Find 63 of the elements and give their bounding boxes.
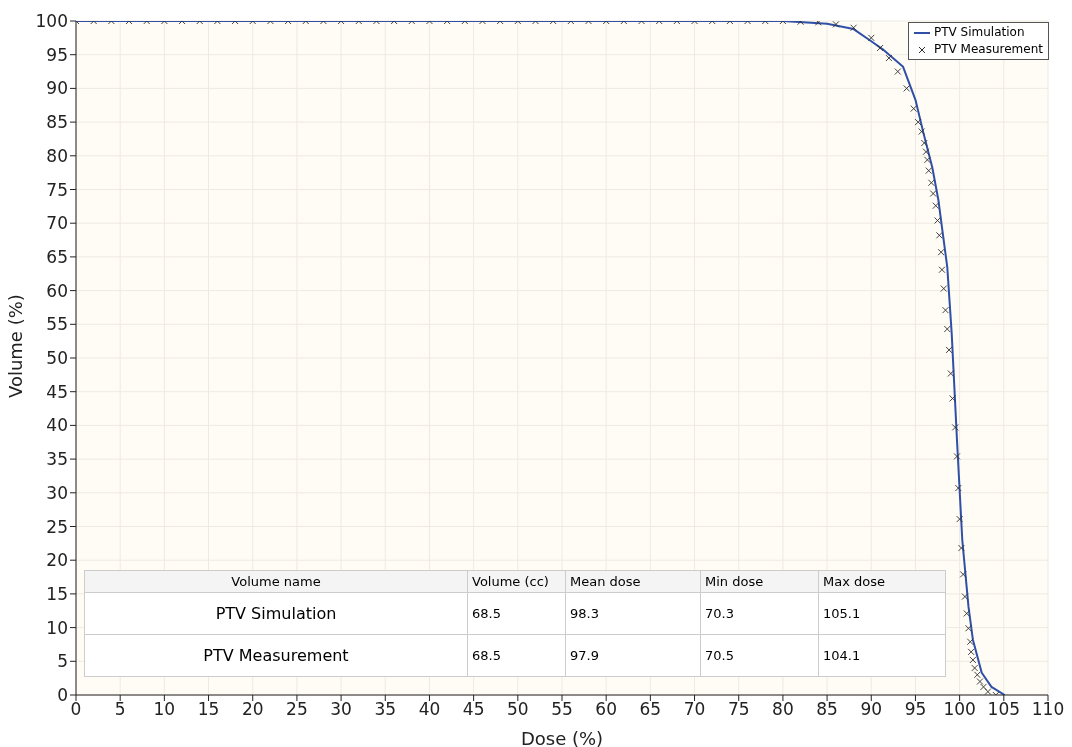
legend-label: PTV Measurement — [934, 41, 1043, 58]
y-tick-label: 50 — [46, 348, 68, 369]
x-tick-label: 0 — [70, 699, 82, 720]
x-tick-label: 55 — [551, 699, 573, 720]
y-tick-label: 100 — [35, 11, 68, 32]
x-axis-title: Dose (%) — [520, 728, 604, 747]
annotation: 68.5 — [467, 634, 566, 677]
annotation: Max dose — [818, 570, 946, 593]
y-tick-label: 40 — [46, 415, 68, 436]
y-tick-label: 35 — [46, 449, 68, 470]
x-tick-label: 45 — [462, 699, 485, 720]
y-axis-title: Volume (%) — [5, 294, 27, 398]
annotation: 70.3 — [700, 592, 819, 635]
y-tick-label: 90 — [46, 78, 68, 99]
x-tick-label: 20 — [241, 699, 264, 720]
y-tick-label: 10 — [46, 617, 68, 638]
x-tick-label: 65 — [639, 699, 662, 720]
annotation: Mean dose — [565, 570, 701, 593]
annotation: 98.3 — [565, 592, 701, 635]
annotation: Min dose — [700, 570, 819, 593]
annotation: PTV Simulation — [214, 603, 338, 625]
y-tick-label: 5 — [57, 651, 68, 672]
x-tick-label: 25 — [286, 699, 308, 720]
x-tick-label: 70 — [683, 699, 706, 720]
x-tick-label: 35 — [374, 699, 397, 720]
annotation: Volume name — [230, 573, 322, 591]
y-tick-label: 25 — [46, 516, 68, 537]
y-tick-label: 15 — [46, 583, 68, 604]
y-tick-label: 65 — [46, 246, 68, 267]
y-tick-label: 55 — [46, 314, 68, 335]
x-tick-label: 105 — [987, 699, 1021, 720]
x-tick-label: 40 — [418, 699, 441, 720]
annotation: 97.9 — [565, 634, 701, 677]
y-tick-label: 70 — [46, 213, 68, 234]
x-tick-label: 80 — [772, 699, 794, 720]
y-tick-label: 75 — [46, 179, 68, 200]
y-tick-label: 85 — [46, 112, 68, 133]
y-tick-label: 60 — [46, 280, 68, 301]
x-tick-label: 110 — [1031, 699, 1065, 720]
annotation: PTV Measurement — [202, 645, 350, 667]
annotation: Volume (cc) — [467, 570, 566, 593]
y-tick-label: 0 — [57, 685, 68, 706]
legend-label: PTV Simulation — [934, 24, 1025, 41]
x-tick-label: 60 — [595, 699, 617, 720]
x-tick-label: 10 — [153, 699, 176, 720]
y-tick-label: 80 — [46, 145, 68, 166]
y-tick-label: 95 — [46, 44, 68, 65]
x-tick-label: 95 — [904, 699, 927, 720]
x-tick-label: 15 — [197, 699, 220, 720]
annotation: 68.5 — [467, 592, 566, 635]
annotation: 70.5 — [700, 634, 819, 677]
x-tick-label: 30 — [330, 699, 352, 720]
x-tick-label: 85 — [816, 699, 838, 720]
y-tick-label: 30 — [46, 482, 68, 503]
annotation: 104.1 — [818, 634, 946, 677]
x-tick-label: 50 — [507, 699, 529, 720]
y-tick-label: 20 — [46, 550, 68, 571]
annotation: 105.1 — [818, 592, 946, 635]
x-tick-label: 90 — [860, 699, 883, 720]
x-tick-label: 75 — [727, 699, 750, 720]
y-tick-label: 45 — [46, 381, 68, 402]
x-tick-label: 100 — [943, 699, 976, 720]
x-tick-label: 5 — [114, 699, 126, 720]
